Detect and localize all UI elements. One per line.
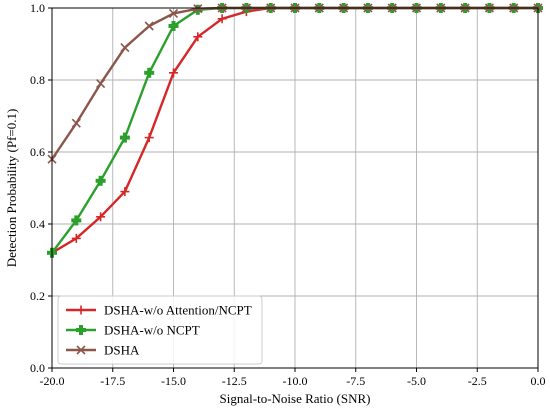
legend-label: DSHA-w/o Attention/NCPT [104,303,252,318]
x-tick-label: -10.0 [283,374,308,388]
data-point [144,21,154,31]
legend-item: DSHA-w/o Attention/NCPT [66,303,252,318]
data-point [193,4,203,14]
legend-item: DSHA [66,343,140,358]
x-axis-title: Signal-to-Noise Ratio (SNR) [220,391,371,406]
axis-ticks: -20.0 -17.5 -15.0 -12.5 -10.0 -7.5 -5.0 -2.5 0.0… [30,1,546,388]
y-tick-label: 0.2 [30,289,45,303]
legend-marker [76,325,86,335]
data-point [120,43,130,53]
x-tick-label: -20.0 [40,374,65,388]
legend-marker [76,305,86,315]
y-axis-title: Detection Probability (Pf=0.1) [4,109,19,268]
data-point [168,21,179,31]
legend: DSHA-w/o Attention/NCPT DSHA-w/o NCPT DSHA [57,295,263,365]
data-point [120,187,130,197]
data-point [71,118,81,128]
data-point [96,79,106,89]
data-point [96,212,106,222]
x-tick-label: -12.5 [222,374,247,388]
legend-marker [76,345,86,355]
y-tick-label: 0.8 [30,73,45,87]
y-tick-label: 0.4 [30,217,45,231]
x-tick-label: -2.5 [468,374,487,388]
data-point [168,8,179,18]
data-point [193,32,203,42]
legend-box [57,295,263,365]
data-point [144,67,155,78]
x-tick-label: 0.0 [531,374,546,388]
x-tick-label: -5.0 [407,374,426,388]
x-tick-label: -17.5 [100,374,125,388]
x-tick-label: -15.0 [161,374,186,388]
legend-item: DSHA-w/o NCPT [66,323,200,338]
legend-label: DSHA-w/o NCPT [104,323,200,338]
y-tick-label: 0.0 [30,361,45,375]
data-point [71,233,81,243]
data-point [95,175,106,186]
data-point [144,133,154,143]
data-point [71,215,82,226]
data-point [169,68,178,78]
data-point [119,132,130,143]
y-tick-label: 0.6 [30,145,45,159]
legend-label: DSHA [104,343,140,358]
data-point [217,14,227,24]
x-tick-label: -7.5 [346,374,365,388]
y-tick-label: 1.0 [30,1,45,15]
